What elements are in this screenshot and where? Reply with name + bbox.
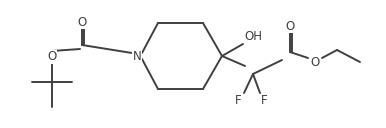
Text: F: F (261, 93, 267, 106)
Text: F: F (235, 93, 241, 106)
Text: N: N (133, 50, 141, 62)
Text: OH: OH (244, 29, 262, 42)
Text: O: O (310, 56, 320, 68)
Text: O: O (77, 15, 86, 29)
Text: O: O (285, 19, 295, 33)
Text: O: O (47, 51, 57, 63)
